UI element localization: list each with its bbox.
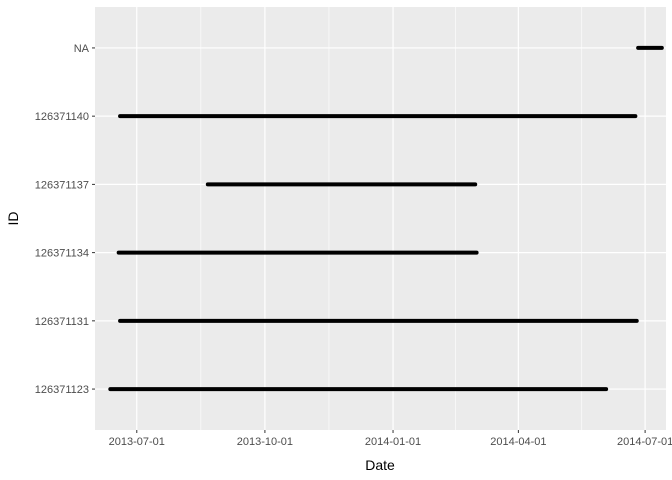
x-axis: 2013-07-01 2013-10-01 2014-01-01 2014-04-01… (109, 430, 672, 448)
x-tick-label: 2014-01-01 (365, 436, 421, 448)
plot-panel (95, 7, 666, 430)
x-tick-label: 2014-04-01 (490, 436, 546, 448)
y-tick-label: 126371123 (35, 384, 89, 396)
y-axis-title: ID (5, 212, 21, 226)
y-axis: 126371123 126371131 126371134 126371137 1263… (35, 43, 95, 396)
x-tick-label: 2014-07-01 (617, 436, 672, 448)
y-tick-label: 126371137 (35, 179, 89, 191)
series-layer (108, 45, 664, 392)
y-tick-label: 126371140 (35, 111, 89, 123)
y-tick-label: 126371131 (35, 316, 89, 328)
minor-gridlines (200, 7, 583, 430)
y-tick-label: NA (74, 43, 90, 55)
x-tick-label: 2013-07-01 (109, 436, 165, 448)
x-axis-title: Date (365, 457, 395, 473)
x-tick-label: 2013-10-01 (237, 436, 293, 448)
y-tick-label: 126371134 (35, 248, 89, 260)
